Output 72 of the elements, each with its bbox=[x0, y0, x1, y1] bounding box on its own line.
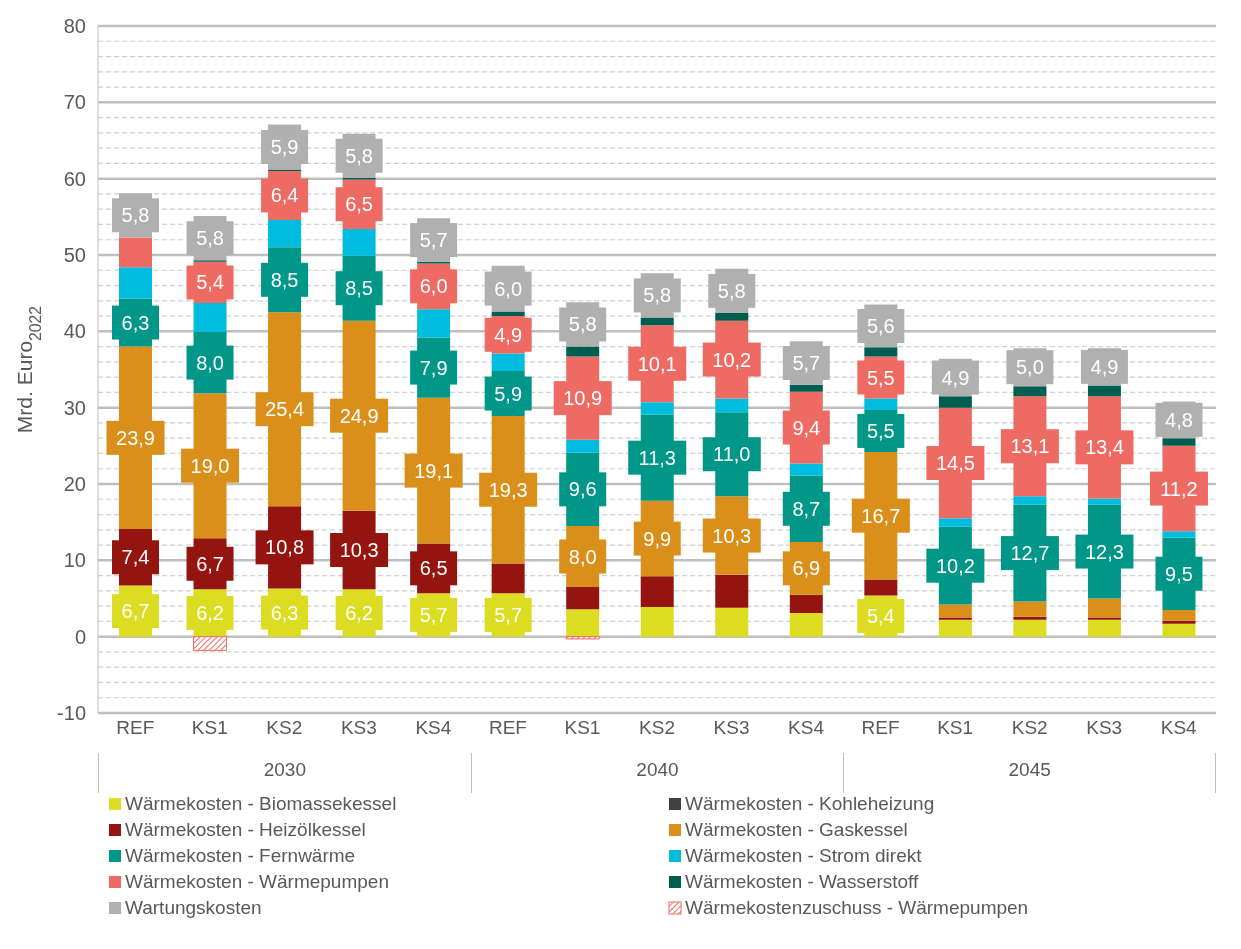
data-label: 23,9 bbox=[116, 426, 155, 449]
data-label: 16,7 bbox=[861, 504, 901, 527]
x-tick-label: REF bbox=[488, 717, 527, 739]
x-tick-label: KS1 bbox=[191, 717, 228, 739]
data-label: 10,9 bbox=[563, 387, 603, 410]
data-label: 8,5 bbox=[345, 277, 374, 300]
data-label: 19,1 bbox=[414, 459, 454, 482]
x-tick-label: KS2 bbox=[266, 717, 303, 739]
y-tick-label: 50 bbox=[63, 244, 86, 266]
data-label: 11,0 bbox=[713, 443, 751, 466]
text: 2040 bbox=[470, 753, 844, 793]
data-label: 11,2 bbox=[1160, 477, 1198, 500]
x-tick-label: REF bbox=[116, 717, 155, 739]
data-label: 9,4 bbox=[792, 416, 821, 439]
data-label: 4,8 bbox=[1165, 408, 1193, 431]
x-tick-label: KS1 bbox=[564, 717, 601, 739]
text: 2030 bbox=[98, 753, 471, 793]
data-label: 5,0 bbox=[1015, 356, 1044, 379]
data-label: 4,9 bbox=[941, 366, 970, 389]
data-label: 10,3 bbox=[712, 524, 752, 547]
x-tick-label: KS4 bbox=[415, 717, 452, 739]
data-label: 19,3 bbox=[488, 478, 528, 501]
x-tick-label: KS3 bbox=[1086, 717, 1123, 739]
x-tick-label: KS4 bbox=[1160, 717, 1198, 739]
y-tick-label: -10 bbox=[57, 702, 86, 724]
legend-label: Wärmekosten - Biomassekessel bbox=[125, 793, 397, 815]
data-label: 25,4 bbox=[265, 398, 305, 421]
data-label: 9,6 bbox=[568, 478, 597, 501]
data-label: 10,1 bbox=[637, 352, 677, 375]
x-tick-label: REF bbox=[861, 717, 900, 739]
x-tick-label: KS2 bbox=[1011, 717, 1048, 739]
x-tick-label: KS3 bbox=[713, 717, 750, 739]
legend-label: Wärmekosten - Fernwärme bbox=[125, 845, 356, 867]
legend-label: Wärmekosten - Wasserstoff bbox=[685, 871, 919, 893]
legend-label: Wärmekosten - Gaskessel bbox=[685, 819, 908, 841]
data-label: 24,9 bbox=[339, 404, 379, 427]
y-tick-label: 20 bbox=[63, 473, 86, 495]
y-tick-label: 30 bbox=[63, 396, 86, 419]
data-label: 13,4 bbox=[1084, 436, 1124, 459]
legend-label: Wärmekosten - Wärmepumpen bbox=[125, 871, 389, 893]
data-label: 10,2 bbox=[712, 348, 752, 371]
legend-label: Wartungskosten bbox=[125, 897, 262, 919]
data-label: 10,2 bbox=[935, 554, 975, 577]
legend-label: Wärmekosten - Heizölkessel bbox=[125, 819, 366, 841]
legend-label: Wärmekostenzuschuss - Wärmepumpen bbox=[685, 897, 1029, 919]
x-tick-label: KS1 bbox=[937, 717, 974, 739]
y-tick-label: 80 bbox=[63, 15, 86, 37]
data-label: 9,5 bbox=[1165, 562, 1193, 585]
legend-label: Wärmekosten - Kohleheizung bbox=[685, 793, 935, 815]
data-label: 8,7 bbox=[792, 497, 821, 520]
data-label: 12,3 bbox=[1084, 540, 1124, 563]
text: 2045 bbox=[843, 753, 1216, 793]
y-tick-label: 60 bbox=[63, 167, 86, 190]
data-label: 12,7 bbox=[1010, 542, 1050, 565]
data-label: 8,5 bbox=[270, 268, 299, 291]
y-tick-label: 10 bbox=[63, 549, 86, 572]
y-tick-label: 70 bbox=[63, 91, 86, 114]
data-label: 19,0 bbox=[190, 454, 230, 477]
y-tick-label: 0 bbox=[74, 625, 86, 648]
x-tick-label: KS3 bbox=[340, 717, 377, 739]
y-tick-label: 40 bbox=[63, 320, 86, 343]
x-tick-label: KS2 bbox=[639, 717, 675, 739]
data-label: 4,9 bbox=[494, 323, 523, 346]
x-tick-label: KS4 bbox=[788, 717, 825, 739]
data-label: 10,3 bbox=[339, 539, 379, 562]
data-label: 11,3 bbox=[638, 446, 676, 469]
data-label: 10,8 bbox=[265, 536, 305, 559]
legend-label: Wärmekosten - Strom direkt bbox=[685, 845, 922, 867]
data-label: 14,5 bbox=[935, 452, 975, 475]
data-label: 4,9 bbox=[1090, 355, 1119, 378]
data-label: 9,9 bbox=[643, 527, 672, 550]
data-label: 13,1 bbox=[1010, 435, 1050, 458]
